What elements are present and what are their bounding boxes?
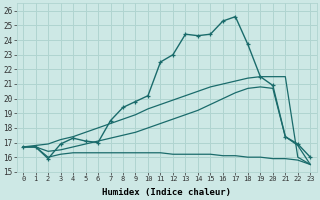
X-axis label: Humidex (Indice chaleur): Humidex (Indice chaleur) [102, 188, 231, 197]
